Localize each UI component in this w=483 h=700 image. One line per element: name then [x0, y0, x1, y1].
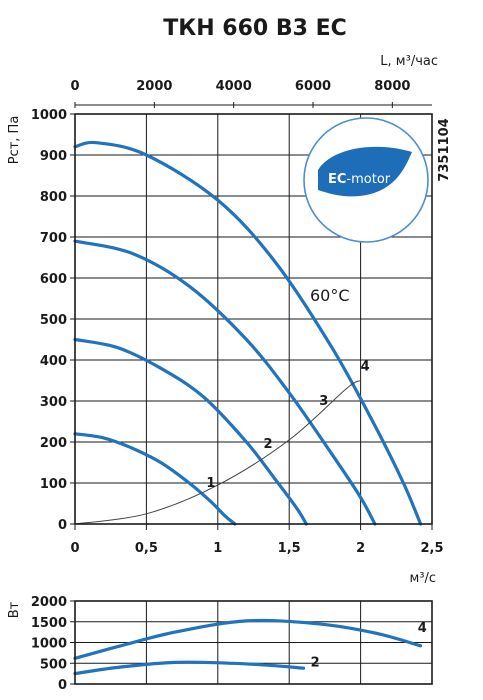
top-tick-label: 2000 — [136, 79, 172, 94]
power-y-axis-label: Вт — [7, 601, 22, 618]
fan-curve-2 — [73, 337, 308, 526]
leaf-icon — [318, 146, 412, 197]
power-y-tick-label: 2000 — [31, 595, 67, 610]
main-curves — [73, 140, 423, 526]
fan-curve-1 — [73, 432, 237, 526]
power-curves — [73, 618, 423, 676]
fan-curve-3 — [73, 239, 377, 526]
x-axis-label: м³/с — [409, 571, 436, 586]
power-ticks: 0 500 1000 1500 2000 — [31, 595, 75, 693]
power-curve-label-2: 2 — [311, 656, 320, 671]
y-tick-label: 200 — [40, 436, 67, 451]
chart-title: ТКН 660 В3 ЕС — [163, 16, 347, 41]
x-tick-label: 2 — [356, 541, 365, 556]
curve-label-4: 4 — [361, 359, 370, 374]
main-curve-labels: 1 2 3 4 — [206, 359, 369, 491]
top-tick-label: 8000 — [374, 79, 410, 94]
power-y-tick-label: 1500 — [31, 616, 67, 631]
main-ticks: 0 0,5 1 1,5 2 2,5 0 100 200 300 400 500 600 700 800 900… — [31, 79, 444, 556]
y-tick-label: 100 — [40, 477, 67, 492]
curve-label-1: 1 — [206, 476, 215, 491]
y-tick-label: 600 — [40, 272, 67, 287]
y-tick-label: 900 — [40, 149, 67, 164]
temperature-annotation: 60°C — [310, 286, 350, 305]
y-tick-label: 800 — [40, 190, 67, 205]
y-tick-label: 1000 — [31, 108, 67, 123]
top-tick-label: 6000 — [295, 79, 331, 94]
power-curve-2 — [73, 660, 306, 676]
y-tick-label: 300 — [40, 395, 67, 410]
y-tick-label: 400 — [40, 354, 67, 369]
x-tick-label: 1,5 — [278, 541, 301, 556]
x-tick-label: 0,5 — [135, 541, 158, 556]
power-curve-label-4: 4 — [418, 621, 427, 636]
y-tick-label: 0 — [58, 518, 67, 533]
power-curve-4 — [73, 618, 423, 660]
y-tick-label: 500 — [40, 313, 67, 328]
power-y-tick-label: 0 — [58, 678, 67, 693]
power-y-tick-label: 1000 — [31, 637, 67, 652]
x-tick-label: 2,5 — [420, 541, 443, 556]
top-tick-label: 4000 — [216, 79, 252, 94]
x-tick-label: 1 — [213, 541, 222, 556]
curve-label-2: 2 — [263, 437, 272, 452]
top-axis-label: L, м³/час — [380, 54, 438, 69]
chart-code: 7351104 — [437, 118, 452, 181]
x-tick-label: 0 — [70, 541, 79, 556]
badge-text-bold: EC — [328, 172, 346, 187]
badge-text-rest: -motor — [346, 172, 390, 187]
ec-motor-logo: EC-motor — [303, 117, 429, 243]
power-curve-labels: 42 — [311, 621, 427, 670]
fan-curve-4 — [73, 140, 423, 526]
power-y-tick-label: 500 — [40, 657, 67, 672]
y-axis-label: Pст, Па — [7, 116, 22, 165]
system-curve — [74, 380, 361, 525]
top-tick-label: 0 — [70, 79, 79, 94]
y-tick-label: 700 — [40, 231, 67, 246]
curve-label-3: 3 — [319, 394, 328, 409]
svg-text:EC-motor: EC-motor — [328, 172, 391, 187]
